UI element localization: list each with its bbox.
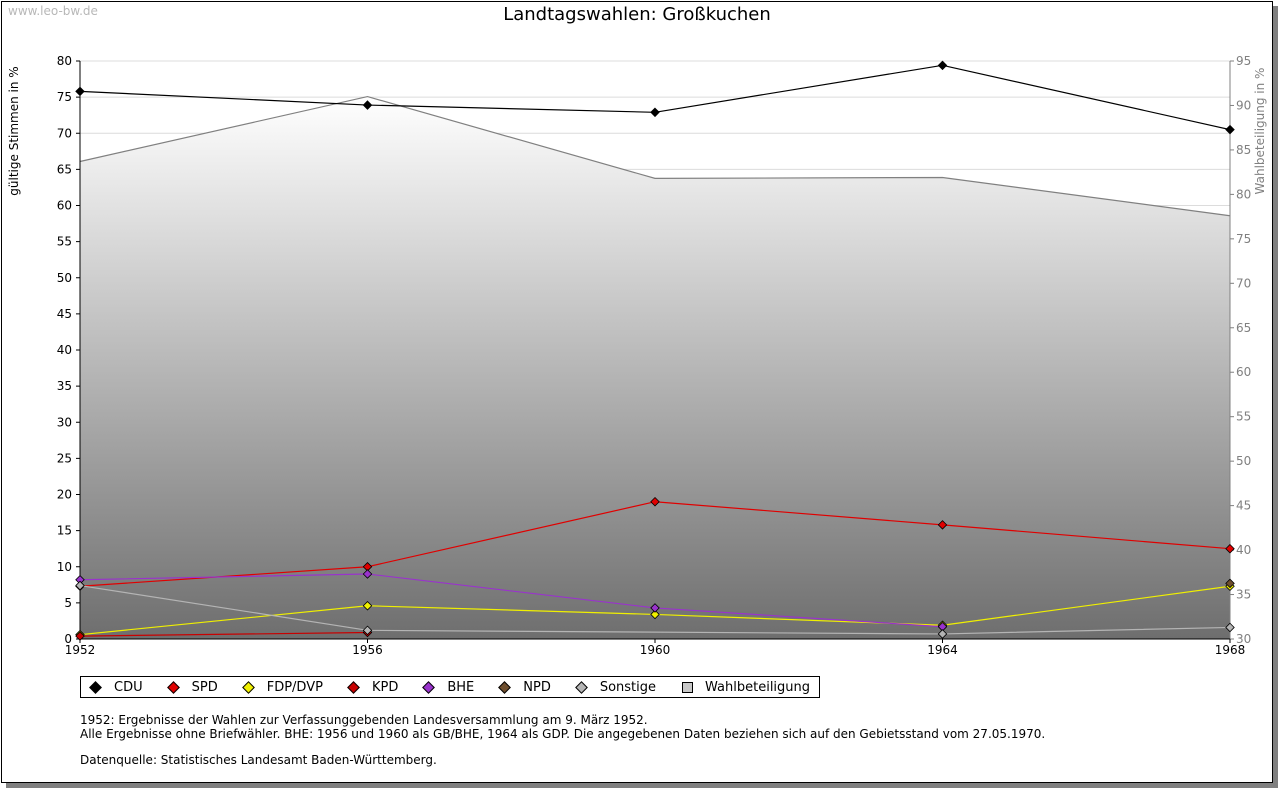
y-tick-label-left: 80 [57,54,72,68]
y-tick-label-left: 15 [57,524,72,538]
y-tick-label-left: 25 [57,451,72,465]
y-tick-label-right: 50 [1236,454,1251,468]
legend: CDU SPD FDP/DVP KPD BHE NPD Sonstige Wah… [80,676,820,698]
y-tick-label-left: 65 [57,162,72,176]
x-tick-label: 1956 [352,643,383,657]
point-spd [1225,543,1235,554]
x-tick-label: 1968 [1215,643,1246,657]
y-tick-label-right: 95 [1236,54,1251,68]
series-line-kpd [79,631,368,637]
point-bhe [362,569,373,579]
y-tick-label-right: 40 [1236,543,1251,557]
y-tick-label-left: 20 [57,488,72,502]
watermark: www.leo-bw.de [8,4,98,18]
point-fdp-dvp [650,609,660,620]
legend-item-bhe: BHE [420,680,474,695]
y-tick-label-right: 85 [1236,143,1251,157]
legend-marker-npd [498,680,512,694]
y-tick-label-right: 65 [1236,321,1251,335]
x-tick-label: 1964 [927,643,958,657]
y-tick-label-left: 75 [57,90,72,104]
legend-marker-spd [166,680,180,694]
point-cdu [650,107,660,118]
legend-marker-bhe [422,680,436,694]
point-spd [650,496,660,507]
y-tick-label-right: 55 [1236,410,1251,424]
legend-marker-fdp-dvp [241,680,255,694]
turnout-area-layer [79,95,1231,640]
point-cdu [1225,124,1235,135]
point-sonstige [937,629,948,639]
footnote-general: Alle Ergebnisse ohne Briefwähler. BHE: 1… [80,727,1046,741]
footnote-1952: 1952: Ergebnisse der Wahlen zur Verfassu… [80,713,648,727]
point-sonstige [362,625,373,636]
legend-label-cdu: CDU [114,679,143,695]
point-bhe [650,603,660,613]
legend-item-cdu: CDU [87,680,143,695]
point-fdp-dvp [362,600,373,611]
y-tick-label-left: 45 [57,307,72,321]
y-tick-label-left: 35 [57,379,72,393]
legend-label-sonstige: Sonstige [599,679,657,695]
legend-label-spd: SPD [191,679,218,695]
chart-title: Landtagswahlen: Großkuchen [503,4,771,25]
y-tick-label-right: 90 [1236,98,1251,112]
series-layer [75,60,1235,641]
y-tick-label-left: 60 [57,199,72,213]
y-tick-label-left: 50 [57,271,72,285]
point-kpd [75,631,85,641]
point-sonstige [1225,622,1235,633]
point-npd [1225,578,1235,589]
legend-marker-cdu [89,680,102,694]
point-sonstige [75,580,85,591]
footnotes: 1952: Ergebnisse der Wahlen zur Verfassu… [80,713,1045,767]
y-tick-label-right: 80 [1236,187,1251,201]
legend-item-kpd: KPD [345,680,398,695]
legend-item-sonstige: Sonstige [573,680,656,695]
point-cdu [362,100,373,110]
series-line-bhe [79,573,943,628]
data-source: Datenquelle: Statistisches Landesamt Bad… [80,753,437,767]
point-cdu [75,86,85,97]
y-tick-label-right: 70 [1236,276,1251,290]
axes: 0 5 10 15 20 25 30 35 40 45 50 55 60 65 70 75 80 30 35 40 45… [57,54,1252,657]
x-tick-label: 1960 [640,643,671,657]
legend-marker-sonstige [574,680,588,694]
y-tick-label-right: 30 [1236,632,1251,646]
y-tick-label-left: 5 [64,596,72,610]
legend-marker-kpd [347,680,360,694]
y-tick-label-left: 70 [57,126,72,140]
y-tick-label-left: 30 [57,415,72,429]
point-spd [937,520,948,530]
turnout-line [79,95,1231,217]
legend-marker-wahlbeteiligung [682,681,694,693]
y-tick-label-left: 55 [57,235,72,249]
y-tick-label-right: 45 [1236,499,1251,513]
y-tick-label-left: 0 [64,632,72,646]
series-line-sonstige [79,584,1231,635]
legend-item-spd: SPD [165,680,218,695]
x-tick-label: 1952 [65,643,96,657]
legend-label-bhe: BHE [447,679,475,695]
legend-item-npd: NPD [496,680,551,695]
legend-label-fdp-dvp: FDP/DVP [266,679,323,695]
y-tick-label-right: 75 [1236,232,1251,246]
legend-label-kpd: KPD [371,679,399,695]
y-tick-label-left: 40 [57,343,72,357]
y-tick-label-right: 35 [1236,588,1251,602]
y-tick-label-right: 60 [1236,365,1251,379]
point-cdu [937,60,948,71]
legend-label-npd: NPD [523,679,551,695]
turnout-area [80,96,1230,640]
y-tick-label-left: 10 [57,560,72,574]
legend-item-fdp-dvp: FDP/DVP [240,680,323,695]
legend-label-wahlbeteiligung: Wahlbeteiligung [705,679,811,695]
legend-item-wahlbeteiligung: Wahlbeteiligung [678,680,810,695]
